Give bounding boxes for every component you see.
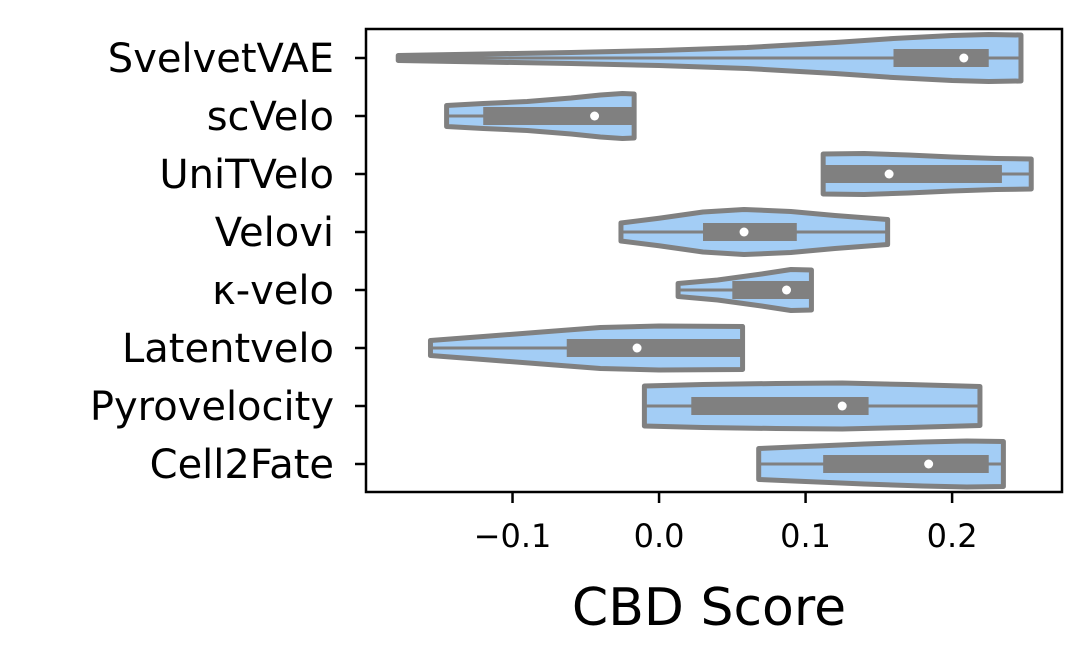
violin-median-point	[924, 459, 934, 469]
violin-median-point	[884, 169, 894, 179]
violin-iqr-box	[566, 339, 743, 357]
violin-group	[427, 323, 746, 373]
plot-frame	[364, 27, 1064, 494]
violin-group	[618, 207, 891, 257]
violin-median-point	[837, 401, 847, 411]
violin-iqr-box	[483, 107, 635, 125]
violin-iqr-box	[691, 397, 869, 415]
y-tick-label: SvelvetVAE	[108, 36, 334, 82]
violin-group	[756, 438, 1006, 490]
violin-iqr-box	[703, 223, 797, 241]
violin-iqr-box	[823, 455, 989, 473]
y-axis: SvelvetVAE scVelo UniTVelo Velovi κ-velo Late…	[90, 36, 366, 488]
x-tick-label: 0.0	[634, 517, 685, 555]
y-tick-label: scVelo	[207, 94, 334, 140]
y-tick-label: UniTVelo	[159, 152, 334, 198]
violin-median-point	[590, 111, 600, 121]
violin-group	[675, 267, 814, 313]
y-tick-label: Cell2Fate	[150, 442, 334, 488]
violin-iqr-box	[823, 165, 1002, 183]
violin-iqr-box	[732, 281, 812, 299]
x-axis-title: CBD Score	[572, 578, 846, 638]
violin-iqr-box	[893, 49, 989, 67]
y-tick-label: Pyrovelocity	[90, 384, 334, 430]
y-tick-label: κ-velo	[212, 268, 334, 314]
y-tick-label: Latentvelo	[122, 326, 334, 372]
x-tick-label: −0.1	[474, 517, 552, 555]
violin-median-point	[739, 227, 749, 237]
violin-median-point	[959, 53, 969, 63]
violin-group	[641, 380, 983, 432]
x-tick-label: 0.1	[780, 517, 831, 555]
y-tick-label: Velovi	[215, 210, 334, 256]
violin-group	[395, 32, 1024, 84]
x-tick-label: 0.2	[927, 517, 978, 555]
x-axis: −0.1 0.0 0.1 0.2	[474, 492, 978, 555]
violin-group	[444, 91, 637, 141]
violin-group	[820, 151, 1034, 197]
violin-layer	[395, 32, 1034, 490]
violin-median-point	[782, 285, 792, 295]
violin-median-point	[632, 343, 642, 353]
